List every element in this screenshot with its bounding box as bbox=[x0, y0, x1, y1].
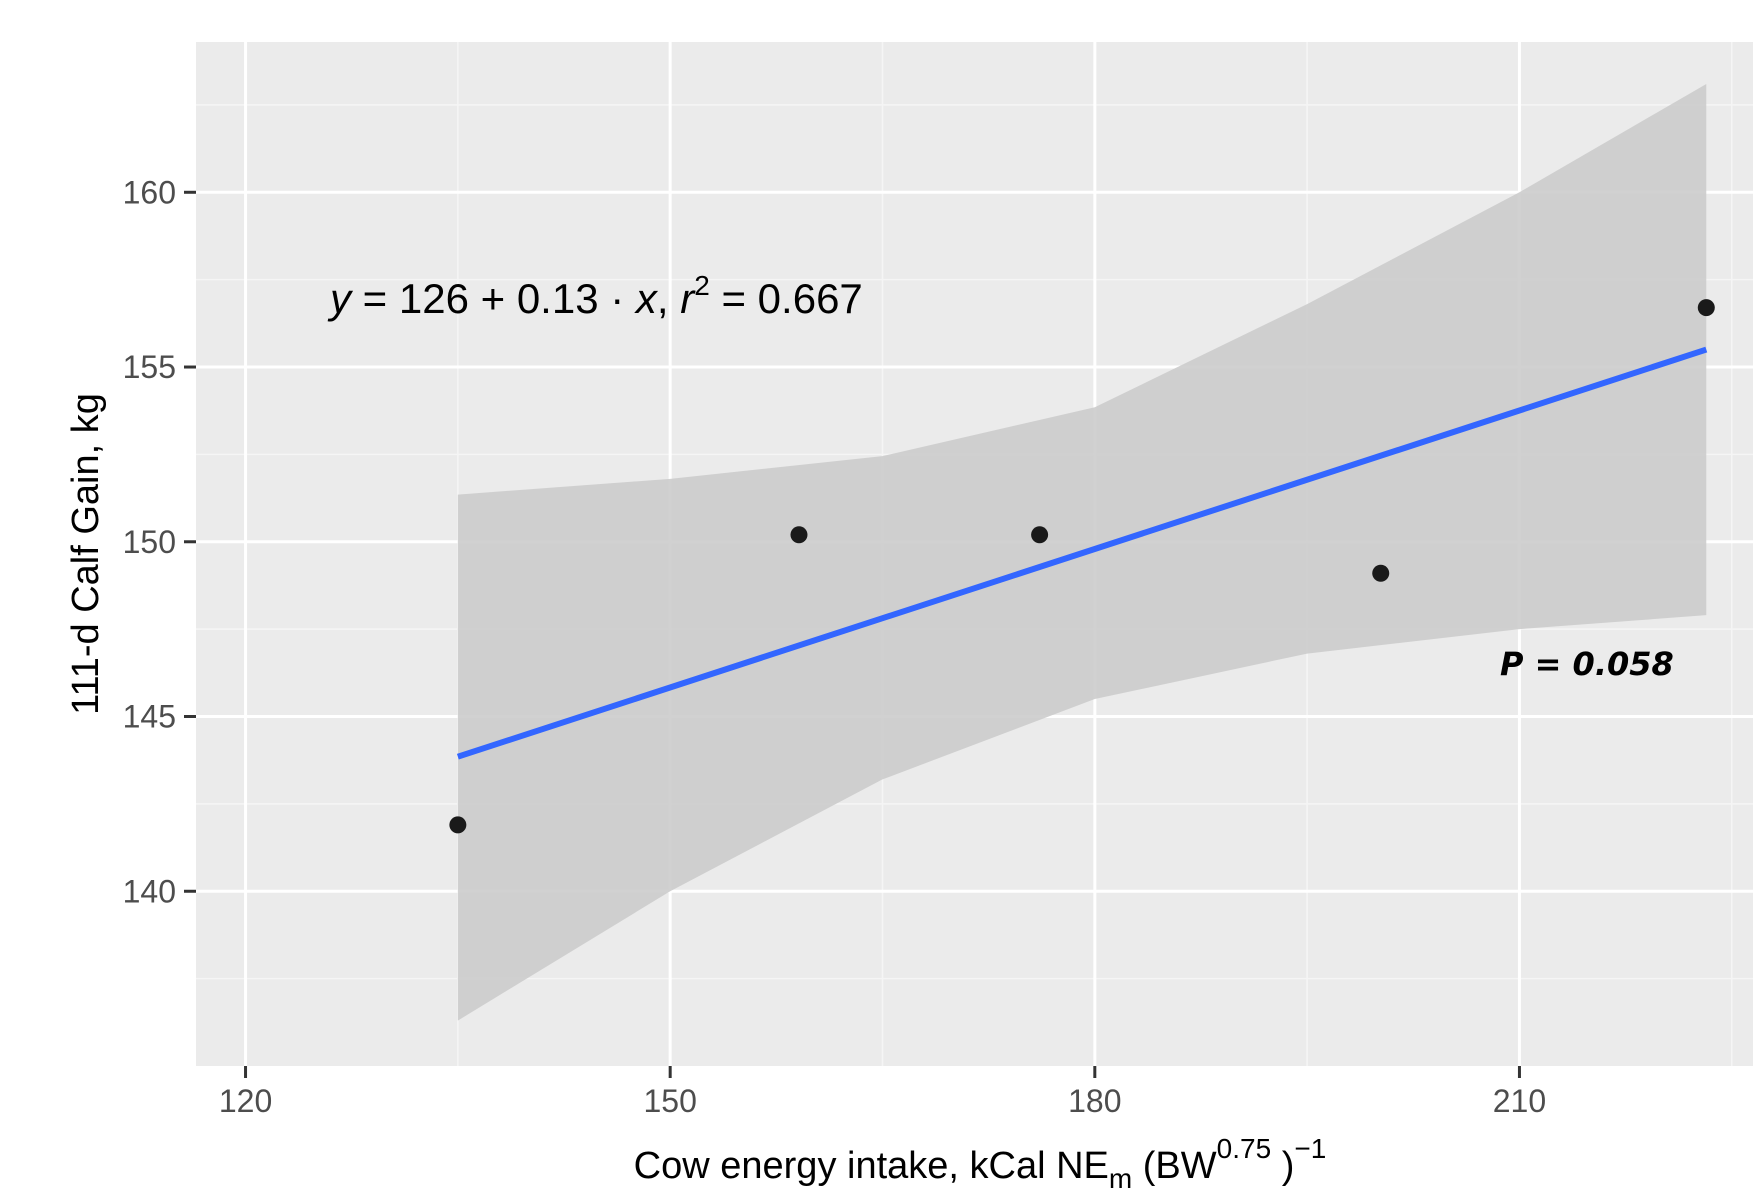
data-point bbox=[790, 526, 808, 544]
y-tick-label: 150 bbox=[123, 524, 176, 560]
p-value-label: P = 0.058 bbox=[1500, 645, 1674, 683]
x-tick-label: 210 bbox=[1493, 1083, 1546, 1119]
equation-x: x bbox=[634, 275, 659, 322]
x-title-mid: (BW bbox=[1132, 1145, 1217, 1187]
y-axis-title: 111-d Calf Gain, kg bbox=[65, 393, 107, 715]
data-point bbox=[1697, 299, 1715, 317]
x-tick-label: 120 bbox=[219, 1083, 272, 1119]
data-point bbox=[1031, 526, 1049, 544]
regression-line bbox=[456, 346, 1708, 760]
equation-y: y bbox=[327, 275, 354, 322]
x-title-sub: m bbox=[1109, 1163, 1132, 1190]
x-title-sup1: 0.75 bbox=[1217, 1133, 1272, 1164]
equation-r-sup: 2 bbox=[694, 270, 710, 301]
regression-equation: y = 126 + 0.13 · x, r2 = 0.667 bbox=[327, 270, 863, 322]
y-tick-label: 145 bbox=[123, 699, 176, 735]
equation-lhs: 126 + 0.13 · bbox=[399, 275, 636, 322]
equation-r: r bbox=[680, 275, 696, 322]
x-tick-label: 150 bbox=[643, 1083, 696, 1119]
data-points bbox=[449, 299, 1715, 834]
x-axis-title: Cow energy intake, kCal NEm (BW0.75 )−1 bbox=[634, 1133, 1327, 1190]
equation-equals: = bbox=[351, 275, 399, 322]
y-axis-ticks: 140 145 150 155 160 bbox=[123, 174, 196, 909]
x-title-close: ) bbox=[1271, 1145, 1294, 1187]
data-point bbox=[1372, 564, 1390, 582]
x-title-sup2: −1 bbox=[1294, 1133, 1326, 1164]
y-tick-label: 140 bbox=[123, 873, 176, 909]
x-axis-ticks: 120 150 180 210 bbox=[219, 1066, 1546, 1119]
equation-r-value: = 0.667 bbox=[710, 275, 863, 322]
y-tick-label: 155 bbox=[123, 349, 176, 385]
x-title-main: Cow energy intake, kCal NE bbox=[634, 1145, 1109, 1187]
data-point bbox=[449, 816, 467, 834]
equation-comma: , bbox=[657, 275, 680, 322]
y-tick-label: 160 bbox=[123, 174, 176, 210]
x-tick-label: 180 bbox=[1068, 1083, 1121, 1119]
